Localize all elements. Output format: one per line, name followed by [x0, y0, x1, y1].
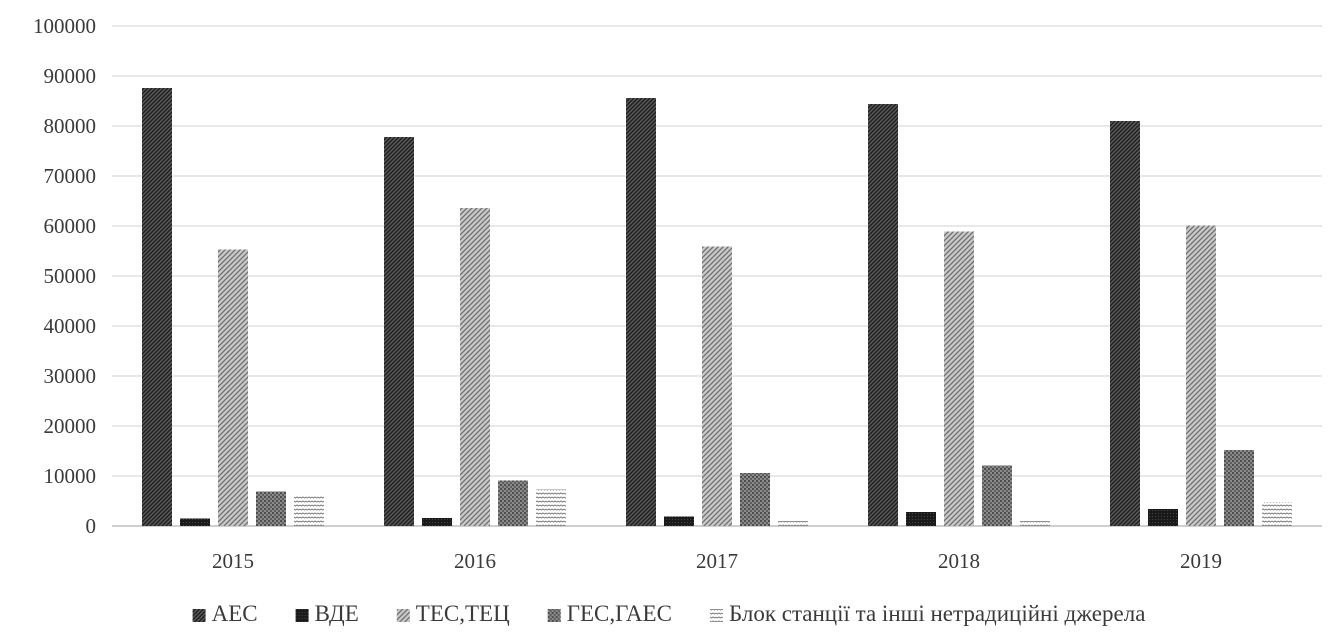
x-tick-label: 2016	[454, 549, 496, 573]
bar-2015-series-4	[294, 495, 324, 526]
y-tick-label: 50000	[44, 264, 97, 288]
bar-2019-series-0	[1110, 121, 1140, 526]
y-tick-label: 80000	[44, 114, 97, 138]
bar-2018-series-2	[944, 231, 974, 526]
bar-2018-series-3	[982, 465, 1012, 526]
bar-2017-series-2	[702, 246, 732, 526]
x-tick-label: 2019	[1180, 549, 1222, 573]
legend-swatch	[192, 609, 206, 622]
bar-2019-series-4	[1262, 502, 1292, 526]
legend-swatch	[396, 609, 410, 622]
y-tick-label: 0	[86, 514, 97, 538]
y-tick-label: 30000	[44, 364, 97, 388]
y-tick-label: 20000	[44, 414, 97, 438]
bar-2016-series-1	[422, 518, 452, 526]
bar-2017-series-3	[740, 473, 770, 526]
legend-item: АЕС	[192, 601, 258, 626]
x-tick-label: 2015	[212, 549, 254, 573]
y-tick-label: 40000	[44, 314, 97, 338]
legend-item: ТЕС,ТЕЦ	[396, 601, 510, 626]
y-tick-label: 90000	[44, 64, 97, 88]
y-tick-label: 60000	[44, 214, 97, 238]
legend-swatch	[709, 609, 723, 622]
legend-swatch	[295, 609, 309, 622]
bar-2019-series-2	[1186, 225, 1216, 526]
bar-2017-series-4	[778, 521, 808, 526]
bar-2015-series-3	[256, 491, 286, 526]
bar-2016-series-0	[384, 137, 414, 526]
bar-2017-series-1	[664, 516, 694, 526]
legend-item: ВДЕ	[295, 601, 359, 626]
bar-2019-series-1	[1148, 509, 1178, 526]
x-tick-label: 2017	[696, 549, 738, 573]
bar-2018-series-4	[1020, 521, 1050, 526]
bar-2018-series-0	[868, 104, 898, 526]
legend-label: ТЕС,ТЕЦ	[416, 601, 510, 626]
legend-label: ВДЕ	[315, 601, 359, 626]
bar-2019-series-3	[1224, 450, 1254, 526]
legend-label: АЕС	[212, 601, 258, 626]
bar-2016-series-3	[498, 480, 528, 526]
legend-swatch	[547, 609, 561, 622]
legend-item: ГЕС,ГАЕС	[547, 601, 672, 626]
bar-2016-series-4	[536, 489, 566, 526]
bar-2016-series-2	[460, 208, 490, 526]
legend: АЕС ВДЕ ТЕС,ТЕЦ ГЕС,ГАЕС Блок станції та інш…	[192, 601, 1145, 626]
legend-label: ГЕС,ГАЕС	[567, 601, 672, 626]
legend-label: Блок станції та інші нетрадиційні джерел…	[729, 601, 1145, 626]
bar-2018-series-1	[906, 512, 936, 526]
y-tick-label: 70000	[44, 164, 97, 188]
bars	[142, 88, 1292, 526]
y-tick-label: 100000	[33, 14, 96, 38]
bar-2015-series-0	[142, 88, 172, 526]
bar-2017-series-0	[626, 98, 656, 526]
y-tick-label: 10000	[44, 464, 97, 488]
x-tick-label: 2018	[938, 549, 980, 573]
bar-2015-series-1	[180, 518, 210, 526]
legend-item: Блок станції та інші нетрадиційні джерел…	[709, 601, 1145, 626]
bar-2015-series-2	[218, 249, 248, 526]
